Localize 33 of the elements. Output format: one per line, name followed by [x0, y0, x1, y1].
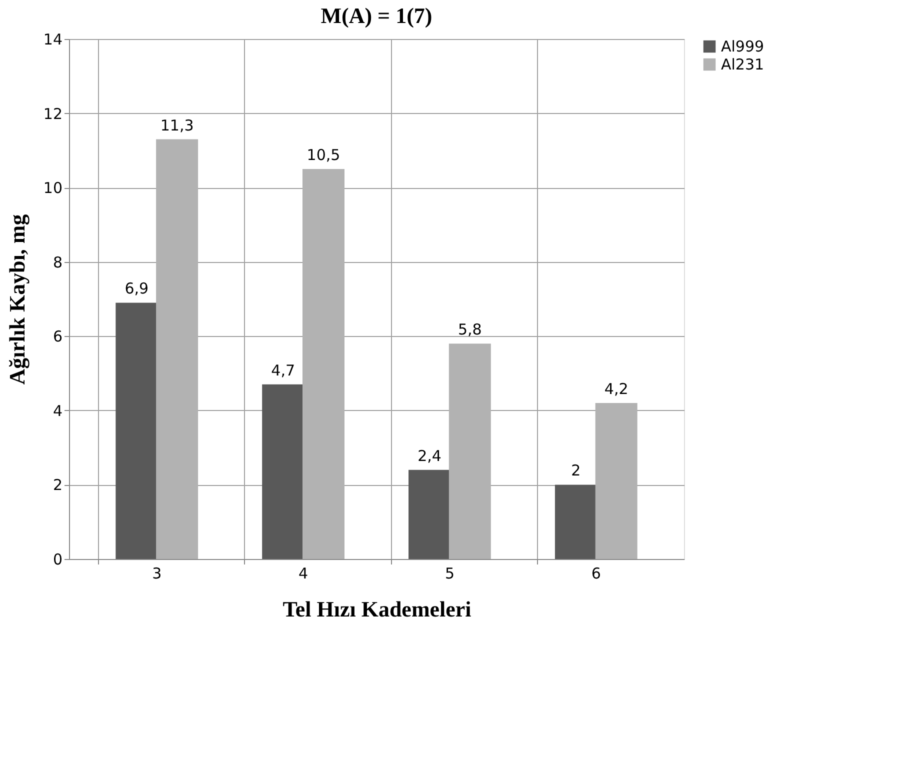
y-tick-label: 14	[43, 30, 62, 48]
chart-title: M(A) = 1(7)	[320, 3, 432, 28]
data-label: 10,5	[306, 146, 340, 164]
data-label: 5,8	[458, 320, 482, 339]
bar	[262, 384, 304, 559]
data-label: 6,9	[124, 280, 149, 298]
data-label: 4,2	[604, 380, 628, 398]
bar	[116, 302, 158, 559]
y-tick-label: 6	[52, 328, 62, 346]
data-label: 11,3	[160, 116, 194, 134]
x-tick-label: 3	[152, 564, 162, 582]
data-label: 4,7	[271, 361, 296, 380]
x-tick-label: 5	[444, 564, 454, 582]
legend-label: Al231	[721, 56, 764, 74]
x-tick-label: 4	[298, 564, 308, 582]
y-tick-label: 0	[52, 550, 62, 568]
y-axis-title: Ağırlık Kaybı, mg	[4, 214, 30, 385]
bar	[595, 403, 638, 559]
bar	[408, 470, 451, 559]
bar	[302, 169, 344, 559]
bar	[156, 139, 198, 559]
y-tick-label: 10	[43, 179, 62, 198]
data-label: 2	[571, 462, 581, 480]
x-tick-label: 6	[591, 564, 601, 582]
y-tick-label: 12	[43, 104, 62, 123]
bar	[448, 344, 491, 559]
y-tick-label: 2	[52, 476, 62, 494]
legend-label: Al999	[721, 38, 764, 56]
x-axis-title: Tel Hızı Kademeleri	[282, 596, 472, 622]
data-label: 2,4	[418, 446, 442, 465]
y-tick-label: 8	[52, 253, 62, 272]
bar	[554, 484, 597, 559]
y-tick-label: 4	[52, 402, 62, 420]
